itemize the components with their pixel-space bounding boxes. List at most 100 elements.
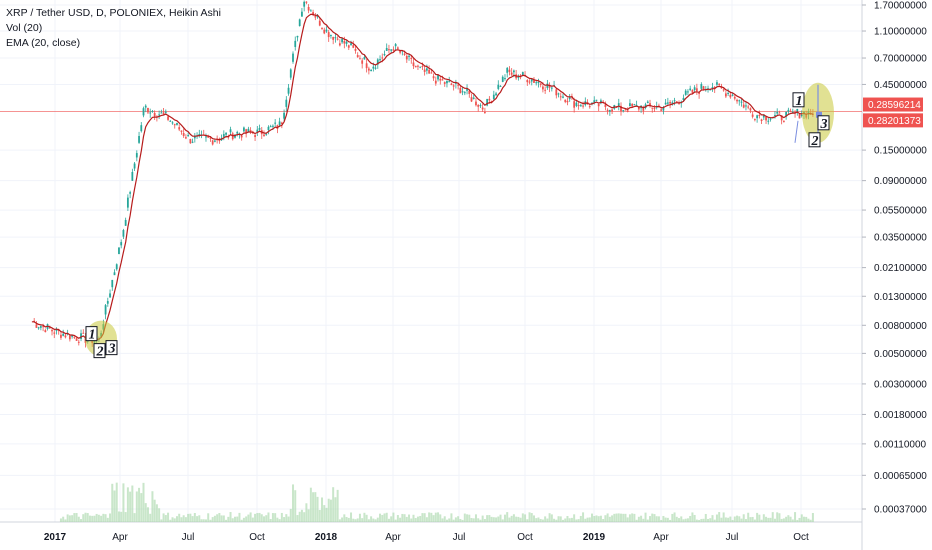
candle-body — [488, 98, 491, 101]
volume-bar — [117, 511, 120, 522]
volume-bar — [553, 518, 556, 522]
candle-body — [671, 102, 674, 105]
candle-body — [546, 83, 549, 88]
volume-bar — [720, 517, 723, 522]
volume-bar — [66, 514, 69, 522]
candle-body — [675, 101, 678, 103]
volume-bar — [225, 519, 228, 522]
candle-body — [651, 107, 654, 109]
candle-body — [537, 82, 540, 84]
candle-body — [336, 38, 339, 40]
ema-indicator-label[interactable]: EMA (20, close) — [6, 37, 81, 49]
volume-bar — [593, 516, 596, 522]
volume-bar — [769, 517, 772, 522]
volume-bar — [218, 513, 221, 522]
volume-bar — [231, 518, 234, 522]
y-tick-label: 0.70000000 — [874, 54, 927, 65]
volume-bar — [532, 515, 535, 522]
volume-bar — [100, 515, 103, 522]
x-tick-label: 2019 — [583, 532, 606, 543]
candle-body — [740, 101, 743, 103]
volume-bar — [597, 516, 600, 522]
candle-body — [240, 135, 243, 138]
volume-bar — [379, 513, 382, 522]
volume-bar — [164, 515, 167, 522]
volume-bar — [794, 512, 797, 522]
candle-body — [222, 134, 225, 137]
candle-body — [575, 102, 578, 106]
volume-bar — [305, 503, 308, 522]
volume-bar — [613, 513, 616, 522]
volume-bar — [292, 484, 295, 522]
volume-bar — [84, 512, 87, 522]
volume-bar — [472, 518, 475, 522]
volume-bar — [541, 519, 544, 522]
symbol-title[interactable]: XRP / Tether USD, D, POLONIEX, Heikin As… — [6, 7, 221, 19]
candle-body — [243, 127, 245, 132]
volume-bar — [622, 513, 625, 522]
volume-bar — [640, 515, 643, 522]
candle-body — [526, 80, 529, 83]
volume-bar — [573, 514, 576, 522]
volume-bar — [713, 519, 716, 522]
volume-bar — [671, 513, 674, 522]
volume-bar — [492, 517, 495, 522]
candle-body — [539, 83, 542, 86]
candle-body — [666, 102, 669, 104]
candle-body — [292, 53, 294, 62]
price-axis[interactable]: 1.70000000 1.10000000 0.70000000 0.45000000… — [862, 1, 927, 516]
candle-body — [492, 94, 495, 100]
candle-body — [791, 111, 794, 113]
candle-body — [341, 38, 343, 43]
volume-bar — [269, 519, 272, 522]
candle-body — [82, 332, 85, 334]
candle-body — [376, 59, 379, 65]
time-axis[interactable]: 2017 Apr Jul Oct 2018 Apr Jul Oct 2019 Apr Jul Oct — [44, 532, 809, 543]
candle-body — [789, 110, 792, 112]
candle-body — [419, 66, 422, 68]
volume-bar — [497, 516, 500, 522]
volume-bar — [510, 515, 513, 522]
volume-bar — [196, 516, 199, 522]
volume-indicator-label[interactable]: Vol (20) — [6, 22, 43, 34]
candle-body — [767, 120, 770, 122]
volume-bar — [811, 512, 814, 522]
candle-body — [379, 59, 381, 61]
y-tick-label: 0.15000000 — [874, 146, 927, 157]
candle-body — [374, 67, 377, 69]
candle-body — [798, 114, 801, 119]
volume-bar — [765, 516, 768, 522]
volume-bar — [289, 508, 292, 522]
candle-body — [309, 10, 312, 12]
volume-bar — [486, 515, 489, 522]
volume-bar — [140, 493, 143, 522]
volume-bar — [557, 516, 560, 522]
volume-bar — [450, 513, 453, 522]
volume-bar — [104, 514, 107, 522]
volume-bar — [564, 518, 567, 522]
volume-bar — [381, 514, 384, 522]
candle-body — [472, 97, 475, 99]
candle-body — [774, 114, 776, 116]
candle-body — [327, 32, 330, 38]
volume-bar — [673, 512, 676, 522]
volume-bar — [675, 516, 678, 522]
candle-body — [138, 135, 140, 143]
volume-bar — [624, 513, 627, 522]
candle-body — [274, 122, 277, 124]
candle-body — [617, 103, 620, 106]
candle-body — [475, 101, 477, 106]
volume-bar — [312, 492, 315, 522]
candle-body — [173, 124, 176, 126]
candle-body — [265, 133, 268, 135]
volume-bar — [209, 519, 212, 522]
volume-bar — [392, 512, 395, 522]
candle-body — [758, 115, 761, 117]
candle-body — [461, 91, 464, 93]
candle-body — [533, 80, 535, 83]
volume-bar — [546, 518, 549, 522]
volume-bar — [138, 487, 141, 522]
volume-bar — [702, 518, 705, 522]
